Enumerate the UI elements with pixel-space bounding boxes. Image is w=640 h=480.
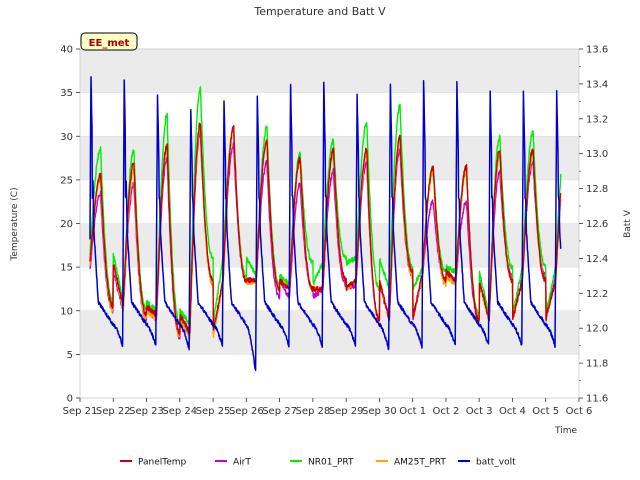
y-axis-label: Temperature (C) — [10, 187, 20, 261]
y-tick-label: 15 — [60, 263, 73, 274]
series-layer — [89, 76, 562, 371]
y2-tick-label: 13.2 — [586, 114, 608, 125]
x-tick-label: Oct 2 — [433, 406, 460, 417]
y-tick-label: 10 — [60, 306, 73, 317]
legend-label-airt: AirT — [233, 458, 251, 468]
legend: PanelTemp AirT NR01_PRT AM25T_PRT batt_volt — [120, 458, 516, 468]
y-tick-label: 5 — [67, 350, 73, 361]
x-tick-label: Oct 5 — [532, 406, 559, 417]
y2-tick-label: 12.6 — [586, 219, 608, 230]
x-tick-label: Sep 30 — [362, 406, 397, 417]
y2-tick-label: 13.0 — [586, 149, 608, 160]
x-tick-label: Sep 29 — [329, 406, 364, 417]
x-tick-label: Sep 24 — [162, 406, 197, 417]
chart-title: Temperature and Batt V — [253, 5, 386, 18]
x-tick-label: Sep 27 — [262, 406, 297, 417]
x-tick-label: Sep 22 — [96, 406, 131, 417]
y-tick-label: 35 — [60, 88, 73, 99]
x-tick-label: Sep 26 — [229, 406, 264, 417]
y-tick-label: 20 — [60, 219, 73, 230]
x-tick-label: Oct 1 — [399, 406, 426, 417]
series-line-paneltemp — [89, 122, 562, 336]
x-tick-label: Oct 3 — [466, 406, 493, 417]
badge-box — [80, 32, 138, 51]
y-tick-label: 40 — [60, 45, 73, 56]
plot-background-bands — [80, 48, 579, 399]
shaded-band — [80, 49, 579, 93]
series-line-nr01-prt — [89, 86, 562, 326]
shaded-band — [80, 310, 579, 355]
y-tick-label: 25 — [60, 175, 73, 186]
y2-tick-label: 12.0 — [586, 324, 608, 335]
badge-label: EE_met — [89, 38, 130, 49]
y2-axis-label: Batt V — [623, 209, 633, 238]
y-tick-label: 30 — [60, 132, 73, 143]
series-line-batt-volt — [89, 76, 562, 371]
y2-tick-label: 13.4 — [586, 79, 608, 90]
x-tick-label: Sep 21 — [63, 406, 98, 417]
x-tick-label: Oct 6 — [566, 406, 593, 417]
x-axis-label: Time — [554, 426, 577, 436]
y2-tick-label: 12.4 — [586, 254, 608, 265]
y2-tick-label: 11.8 — [586, 359, 608, 370]
legend-label-am25t-prt: AM25T_PRT — [394, 458, 446, 468]
x-tick-label: Sep 28 — [295, 406, 330, 417]
shaded-band — [80, 223, 579, 268]
axes: 0 5 10 15 20 25 30 35 40 11.6 11.8 12.0 12.2 12.4 12.6… — [60, 45, 608, 418]
station-badge: EE_met — [80, 32, 138, 51]
legend-label-nr01-prt: NR01_PRT — [308, 458, 354, 468]
legend-label-paneltemp: PanelTemp — [138, 458, 187, 468]
y2-tick-label: 13.6 — [586, 45, 608, 56]
x-tick-label: Sep 23 — [129, 406, 164, 417]
x-tick-label: Oct 4 — [499, 406, 526, 417]
y2-tick-label: 12.2 — [586, 289, 608, 300]
legend-label-batt-volt: batt_volt — [476, 458, 516, 468]
y-tick-label: 0 — [67, 394, 73, 405]
x-tick-label: Sep 25 — [196, 406, 231, 417]
y2-tick-label: 11.6 — [586, 394, 608, 405]
y2-tick-label: 12.8 — [586, 184, 608, 195]
